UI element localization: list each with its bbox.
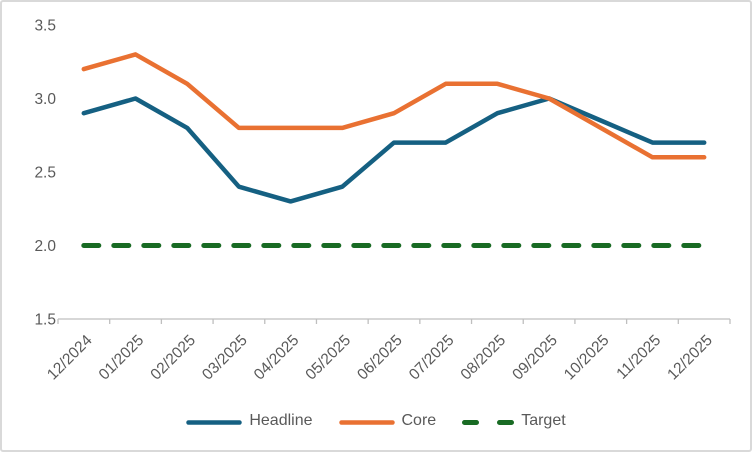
x-axis-label: 12/2024: [44, 332, 96, 384]
x-axis-label: 06/2025: [354, 332, 406, 384]
x-axis-label: 10/2025: [561, 332, 613, 384]
x-axis-label: 03/2025: [199, 332, 251, 384]
x-axis-label: 08/2025: [458, 332, 510, 384]
y-axis-label: 3.0: [34, 91, 56, 108]
series-line-core: [81, 52, 707, 160]
y-axis-label: 3.5: [34, 18, 56, 35]
legend-swatch-core-icon: [338, 419, 395, 425]
legend-item-target: Target: [462, 412, 566, 431]
series-line-headline: [81, 96, 707, 204]
x-axis-label: 02/2025: [147, 332, 199, 384]
y-axis-label: 2.0: [34, 238, 56, 255]
x-axis-label: 12/2025: [664, 332, 716, 384]
y-axis-label: 1.5: [34, 312, 56, 329]
legend-item-headline: Headline: [186, 412, 313, 431]
legend-swatch-headline-icon: [186, 419, 243, 425]
x-axis-label: 09/2025: [509, 332, 561, 384]
x-axis-label: 07/2025: [406, 332, 458, 384]
x-axis-label: 11/2025: [613, 332, 664, 383]
legend-label-core: Core: [401, 412, 437, 429]
legend-label-target: Target: [521, 412, 566, 429]
chart-legend: Headline Core Target: [2, 407, 750, 437]
x-axis-label: 05/2025: [302, 332, 354, 384]
legend-item-core: Core: [338, 412, 437, 431]
y-axis-label: 2.5: [34, 165, 56, 182]
legend-label-headline: Headline: [249, 412, 313, 429]
x-axis-label: 04/2025: [251, 332, 303, 384]
legend-swatch-target-icon: [462, 419, 515, 425]
x-axis-label: 01/2025: [96, 332, 148, 384]
